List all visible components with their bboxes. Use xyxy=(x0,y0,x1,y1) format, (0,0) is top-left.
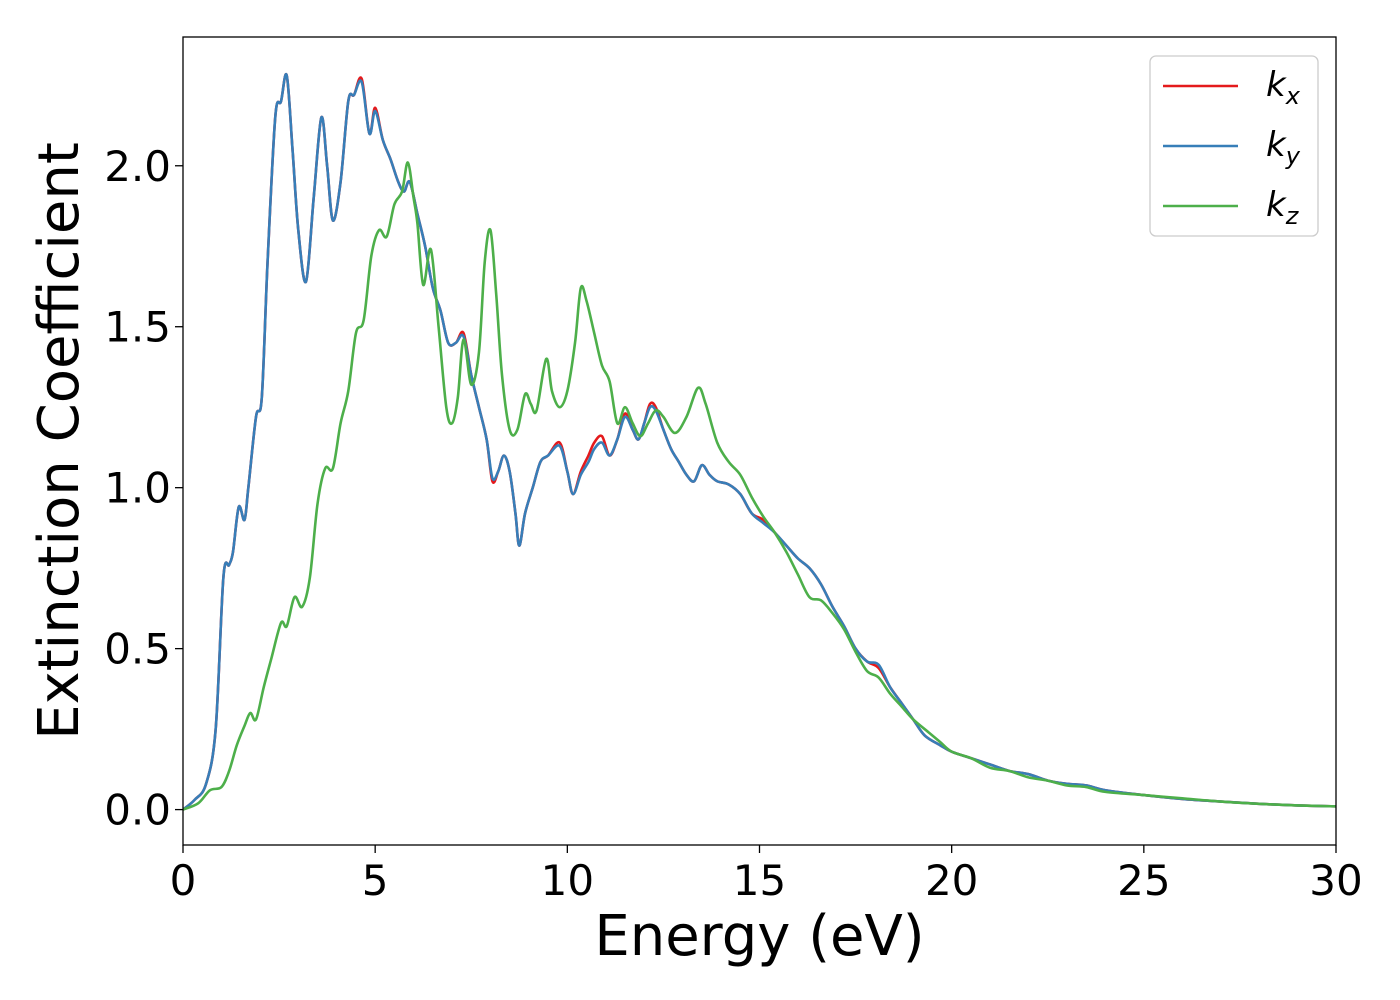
series-layer xyxy=(183,72,1336,811)
legend-label: kz xyxy=(1266,185,1300,230)
series-line-z xyxy=(183,161,1336,811)
y-tick-label: 2.0 xyxy=(104,142,171,191)
y-axis-title: Extinction Coefficient xyxy=(27,142,92,740)
x-axis: 0 5 10 15 20 25 30 xyxy=(170,845,1363,905)
x-tick-label: 10 xyxy=(541,856,594,905)
x-tick-label: 30 xyxy=(1309,856,1362,905)
legend-label-subscript: y xyxy=(1285,142,1301,170)
legend-label: kx xyxy=(1266,65,1301,110)
x-tick-label: 25 xyxy=(1117,856,1170,905)
legend-label-base: k xyxy=(1266,185,1287,225)
series-line-y xyxy=(183,72,1336,811)
legend-item-z[interactable]: kz xyxy=(1163,185,1300,230)
legend-item-y[interactable]: ky xyxy=(1163,125,1301,170)
y-tick-label: 1.5 xyxy=(104,303,171,352)
x-tick-label: 15 xyxy=(733,856,786,905)
y-tick-label: 0.0 xyxy=(104,786,171,835)
y-tick-label: 0.5 xyxy=(104,625,171,674)
legend-item-x[interactable]: kx xyxy=(1163,65,1301,110)
y-axis: 0.0 0.5 1.0 1.5 2.0 xyxy=(104,142,183,835)
x-tick-label: 5 xyxy=(362,856,389,905)
legend-label-subscript: z xyxy=(1285,202,1300,230)
x-tick-label: 0 xyxy=(170,856,197,905)
y-tick-label: 1.0 xyxy=(104,464,171,513)
legend-label-base: k xyxy=(1266,65,1287,105)
legend-label: ky xyxy=(1266,125,1301,170)
x-tick-label: 20 xyxy=(925,856,978,905)
x-axis-title: Energy (eV) xyxy=(594,904,924,969)
legend-label-base: k xyxy=(1266,125,1287,165)
legend-label-subscript: x xyxy=(1285,82,1301,110)
